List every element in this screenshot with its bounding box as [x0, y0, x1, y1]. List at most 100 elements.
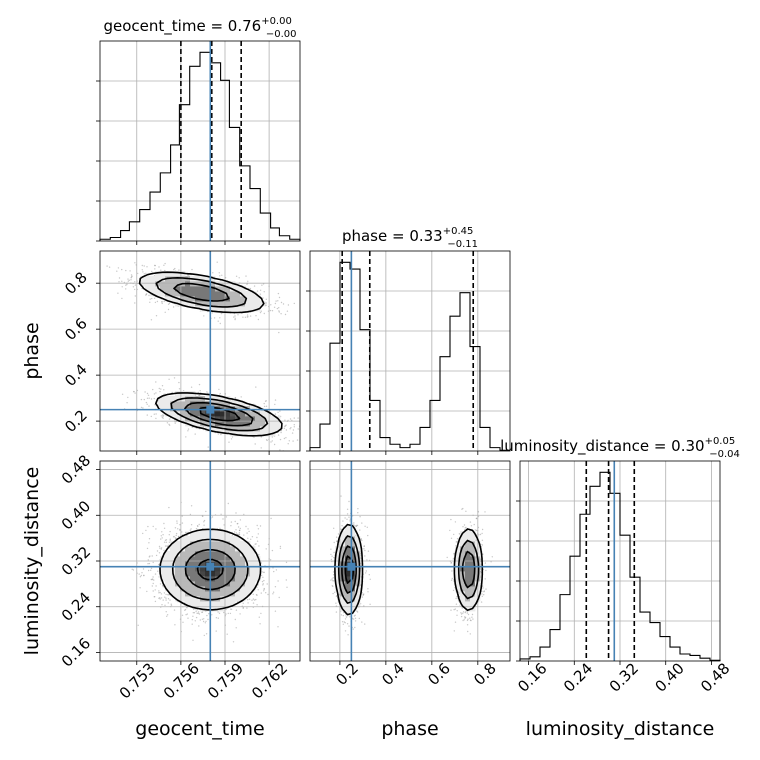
- sample-point: [217, 320, 219, 322]
- density-cell: [240, 431, 246, 437]
- density-cell: [235, 431, 241, 437]
- sample-point: [147, 525, 149, 528]
- sample-point: [237, 314, 239, 316]
- sample-point: [219, 322, 221, 325]
- sample-point: [190, 386, 193, 388]
- sample-point: [163, 527, 166, 529]
- density-cell: [235, 306, 241, 312]
- sample-point: [230, 438, 233, 440]
- sample-point: [301, 318, 302, 319]
- sample-point: [235, 529, 237, 531]
- density-cell: [205, 426, 211, 432]
- sample-point: [160, 415, 162, 417]
- density-cell: [150, 276, 156, 282]
- sample-point: [146, 392, 149, 395]
- density-cell: [240, 291, 246, 297]
- sample-point: [286, 586, 288, 588]
- sample-point: [181, 515, 183, 517]
- sample-point: [191, 426, 193, 428]
- density-cell: [200, 296, 206, 302]
- sample-point: [141, 269, 143, 271]
- density-cell: [250, 426, 256, 432]
- sample-point: [204, 622, 206, 624]
- sample-point: [162, 417, 164, 419]
- density-cell: [180, 391, 186, 397]
- sample-point: [176, 520, 178, 522]
- sample-point: [249, 287, 252, 290]
- sample-point: [142, 271, 144, 273]
- sample-point: [198, 613, 201, 615]
- sample-point: [181, 531, 183, 533]
- density-cell: [240, 406, 246, 412]
- sample-point: [195, 528, 198, 530]
- sample-point: [203, 315, 205, 317]
- sample-point: [164, 269, 166, 272]
- density-cell: [170, 271, 176, 277]
- sample-point: [139, 576, 142, 578]
- density-cell: [225, 406, 231, 412]
- sample-point: [256, 540, 259, 542]
- sample-point: [154, 268, 156, 270]
- sample-point: [234, 520, 236, 523]
- density-cell: [190, 296, 196, 302]
- sample-point: [244, 316, 247, 318]
- sample-point: [146, 414, 148, 416]
- density-cell: [265, 431, 271, 437]
- sample-point: [258, 553, 260, 556]
- sample-point: [293, 417, 295, 419]
- sample-point: [125, 288, 127, 290]
- sample-point: [262, 584, 264, 586]
- sample-point: [163, 549, 165, 552]
- density-cell: [195, 281, 201, 287]
- sample-point: [169, 530, 171, 533]
- sample-point: [290, 427, 292, 429]
- sample-point: [160, 548, 162, 550]
- sample-point: [260, 592, 262, 594]
- sample-point: [155, 381, 157, 383]
- density-cell: [175, 281, 181, 287]
- sample-point: [151, 297, 153, 300]
- sample-point: [222, 518, 224, 520]
- sample-point: [173, 535, 175, 538]
- sample-point: [253, 436, 255, 438]
- sample-point: [235, 275, 238, 277]
- sample-point: [162, 534, 164, 536]
- sample-point: [278, 331, 280, 334]
- sample-point: [151, 578, 154, 580]
- sample-point: [170, 603, 172, 605]
- sample-point: [235, 627, 237, 629]
- sample-point: [175, 532, 178, 535]
- density-cell: [275, 426, 281, 432]
- sample-point: [128, 279, 130, 281]
- density-cell: [200, 416, 206, 422]
- density-cell: [270, 421, 276, 427]
- density-cell: [175, 276, 181, 282]
- density-cell: [150, 281, 156, 287]
- density-cell: [190, 291, 196, 297]
- sample-point: [275, 300, 277, 302]
- sample-point: [190, 524, 193, 526]
- sample-point: [191, 268, 193, 271]
- sample-point: [148, 538, 151, 540]
- density-cell: [230, 301, 236, 307]
- density-cell: [235, 406, 241, 412]
- sample-point: [165, 599, 167, 601]
- sample-point: [254, 543, 256, 545]
- sample-point: [201, 618, 204, 620]
- sample-point: [168, 423, 170, 425]
- sample-point: [203, 519, 206, 522]
- sample-point: [165, 611, 167, 613]
- density-cell: [145, 286, 151, 292]
- density-cell: [205, 281, 211, 287]
- density-cell: [215, 411, 221, 417]
- sample-point: [291, 432, 294, 434]
- sample-point: [297, 428, 299, 430]
- sample-point: [155, 585, 157, 587]
- density-cell: [155, 291, 161, 297]
- sample-point: [245, 275, 247, 277]
- sample-point: [270, 304, 272, 306]
- density-cell: [225, 416, 231, 422]
- density-cell: [235, 301, 241, 307]
- sample-point: [247, 528, 249, 530]
- density-cell: [155, 271, 161, 277]
